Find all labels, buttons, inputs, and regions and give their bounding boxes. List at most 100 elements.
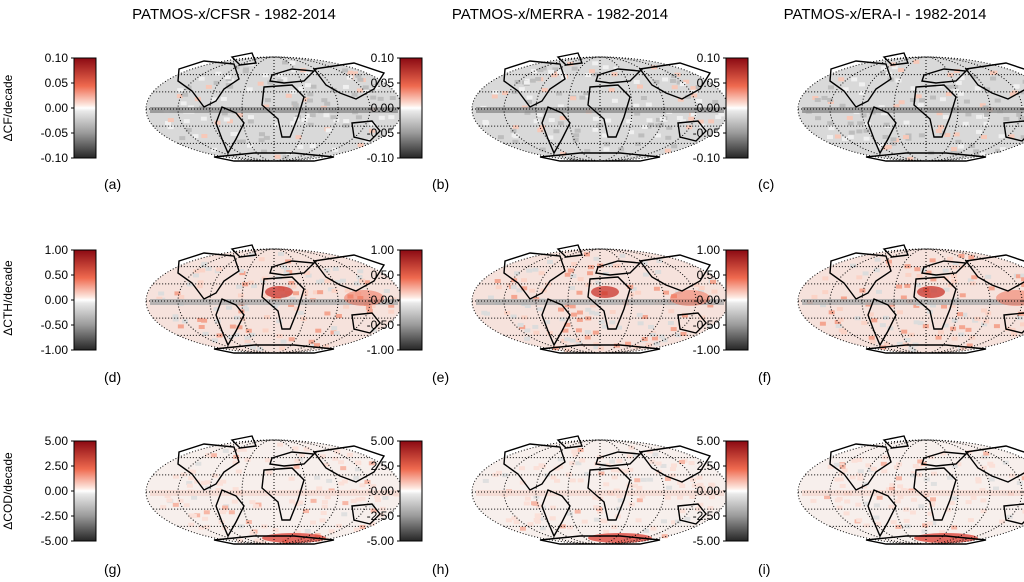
trend-cell — [203, 510, 210, 515]
trend-cell — [592, 495, 599, 500]
colorbar-tick-label: 0.00 — [371, 484, 395, 498]
trend-cell — [691, 483, 698, 488]
trend-cell — [378, 512, 385, 517]
coastline-antarctica — [213, 344, 335, 354]
trend-cell — [956, 151, 963, 156]
trend-cell — [707, 506, 714, 511]
trend-cell — [197, 280, 204, 285]
trend-cell — [369, 304, 376, 309]
colorbar — [73, 57, 97, 159]
trend-cell — [232, 460, 239, 465]
trend-cell — [665, 135, 672, 140]
colorbar-tick-label: 0.00 — [697, 101, 721, 115]
trend-cell — [984, 112, 991, 117]
trend-cell — [676, 115, 683, 120]
trend-cell — [492, 90, 499, 95]
trend-cell — [939, 530, 946, 535]
trend-cell — [312, 290, 319, 295]
trend-cell — [990, 76, 997, 81]
trend-cell — [641, 261, 648, 266]
trend-cell — [595, 280, 602, 285]
trend-cell — [186, 483, 193, 488]
trend-cell — [280, 264, 287, 269]
trend-cell — [677, 495, 684, 500]
trend-cell — [355, 73, 362, 78]
trend-cell — [559, 317, 566, 322]
trend-cell — [715, 115, 722, 120]
trend-cell — [587, 265, 594, 270]
trend-cell — [330, 330, 337, 335]
coastline-south-america — [215, 106, 245, 155]
hotspot — [670, 290, 710, 306]
trend-cell — [377, 96, 384, 101]
trend-cell — [955, 462, 962, 467]
trend-cell — [847, 135, 854, 140]
trend-cell — [655, 269, 662, 274]
trend-cell — [698, 288, 705, 293]
trend-cell — [324, 311, 331, 316]
coastline-europe — [269, 451, 316, 467]
trend-cell — [258, 138, 265, 143]
trend-cell — [951, 496, 958, 501]
trend-cell — [960, 346, 967, 351]
trend-cell — [172, 502, 179, 507]
trend-cell — [233, 332, 240, 337]
trend-cell — [277, 442, 284, 447]
trend-cell — [609, 320, 616, 325]
trend-cell — [634, 111, 641, 116]
trend-cell — [948, 501, 955, 506]
column-title-cfsr: PATMOS-x/CFSR - 1982-2014 — [132, 6, 336, 23]
trend-cell — [249, 500, 256, 505]
trend-cell — [914, 283, 921, 288]
trend-cell — [333, 331, 340, 336]
trend-cell — [357, 269, 364, 274]
trend-cell — [190, 514, 197, 519]
trend-cell — [326, 478, 333, 483]
coastline-greenland — [556, 52, 583, 66]
trend-cell — [192, 273, 199, 278]
trend-cell — [583, 252, 590, 257]
trend-cell — [967, 518, 974, 523]
trend-cell — [913, 320, 920, 325]
trend-cell — [894, 499, 901, 504]
trend-cell — [328, 529, 335, 534]
trend-cell — [652, 452, 659, 457]
trend-cell — [649, 459, 656, 464]
trend-cell — [536, 112, 543, 117]
trend-cell — [679, 82, 686, 87]
trend-cell — [370, 508, 377, 513]
trend-cell — [330, 115, 337, 120]
trend-cell — [156, 296, 163, 301]
trend-cell — [293, 464, 300, 469]
trend-cell — [331, 288, 338, 293]
trend-cell — [574, 128, 581, 133]
trend-cell — [711, 289, 718, 294]
trend-cell — [504, 310, 511, 315]
trend-cell — [506, 282, 513, 287]
trend-cell — [647, 324, 654, 329]
trend-cell — [688, 116, 695, 121]
coastline-africa — [587, 84, 631, 138]
trend-cell — [875, 289, 882, 294]
trend-cell — [980, 465, 987, 470]
trend-cell — [1020, 135, 1024, 140]
trend-cell — [533, 466, 540, 471]
trend-cell — [211, 147, 218, 152]
trend-cell — [873, 268, 880, 273]
trend-cell — [693, 282, 700, 287]
trend-cell — [634, 478, 641, 483]
trend-cell — [592, 127, 599, 132]
colorbar-tick-label: -1.00 — [693, 343, 721, 357]
trend-cell — [510, 285, 517, 290]
trend-cell — [593, 345, 600, 350]
trend-cell — [363, 280, 370, 285]
coastline-south-america — [215, 489, 245, 538]
trend-cell — [697, 502, 704, 507]
trend-cell — [166, 498, 173, 503]
trend-cell — [980, 498, 987, 503]
coastline-greenland — [230, 52, 257, 66]
trend-cell — [897, 310, 904, 315]
trend-cell — [592, 330, 599, 335]
trend-cell — [974, 316, 981, 321]
trend-cell — [686, 125, 693, 130]
